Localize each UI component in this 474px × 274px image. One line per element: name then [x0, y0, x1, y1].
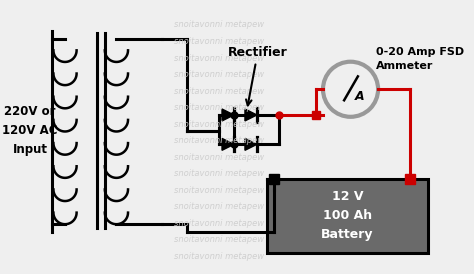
Text: snoitavonni metapew: snoitavonni metapew — [174, 219, 264, 228]
Text: 0-20 Amp FSD
Ammeter: 0-20 Amp FSD Ammeter — [376, 47, 465, 71]
Polygon shape — [245, 109, 257, 121]
Text: snoitavonni metapew: snoitavonni metapew — [174, 169, 264, 178]
Text: snoitavonni metapew: snoitavonni metapew — [174, 136, 264, 145]
Text: snoitavonni metapew: snoitavonni metapew — [174, 235, 264, 244]
Text: snoitavonni metapew: snoitavonni metapew — [174, 153, 264, 162]
Text: snoitavonni metapew: snoitavonni metapew — [174, 87, 264, 96]
Text: Rectifier: Rectifier — [228, 46, 288, 59]
Text: snoitavonni metapew: snoitavonni metapew — [174, 252, 264, 261]
Text: 12 V
100 Ah
Battery: 12 V 100 Ah Battery — [321, 190, 374, 241]
Polygon shape — [222, 109, 234, 121]
Text: 220V or
120V AC
Input: 220V or 120V AC Input — [2, 105, 58, 156]
Text: snoitavonni metapew: snoitavonni metapew — [174, 53, 264, 62]
Polygon shape — [222, 138, 234, 150]
Text: snoitavonni metapew: snoitavonni metapew — [174, 186, 264, 195]
Text: snoitavonni metapew: snoitavonni metapew — [174, 120, 264, 129]
Text: snoitavonni metapew: snoitavonni metapew — [174, 70, 264, 79]
Polygon shape — [245, 138, 257, 150]
Text: snoitavonni metapew: snoitavonni metapew — [174, 202, 264, 211]
Text: snoitavonni metapew: snoitavonni metapew — [174, 21, 264, 30]
Text: snoitavonni metapew: snoitavonni metapew — [174, 103, 264, 112]
FancyBboxPatch shape — [267, 179, 428, 253]
Text: A: A — [355, 90, 365, 103]
Text: snoitavonni metapew: snoitavonni metapew — [174, 37, 264, 46]
